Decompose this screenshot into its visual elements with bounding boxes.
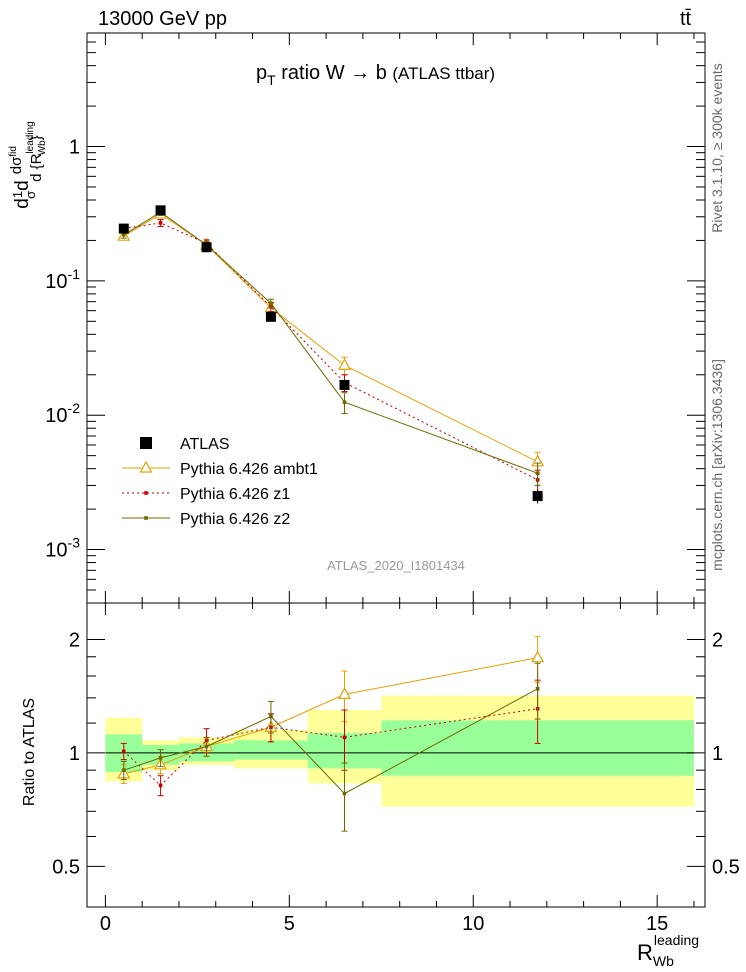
ratio-pythia-6-426-z2-line [123,688,538,795]
ratio-tick-label-right-2: 2 [712,630,723,652]
ratio-pythia-6-426-z1-point-0 [121,749,126,754]
x-axis-label: RWbleading [637,932,699,969]
x-tick-label-15: 15 [646,913,668,935]
main-pythia-6-426-z2-point-4 [342,400,347,404]
x-tick-label-5: 5 [284,913,295,935]
rivet-label-text: Rivet 3.1.10, ≥ 300k events [709,63,725,233]
legend-atlas-label: ATLAS [180,436,230,453]
x-tick-label-0: 0 [100,913,111,935]
ratio-pythia-6-426-ambt1-line [123,657,538,775]
main-y-axis-label-text: d1σddσfid d {RleadingWb} [8,121,48,208]
ratio-tick-label-0.5: 0.5 [52,856,80,878]
ratio-tick-label-1: 1 [69,743,80,765]
ratio-pythia-6-426-z1-point-4 [342,735,347,740]
legend-pythia-6-426-ambt1-label: Pythia 6.426 ambt1 [180,461,318,478]
ratio-pythia-6-426-ambt1-point-4 [337,687,352,700]
ratio-pythia-6-426-z2-point-3 [269,714,273,719]
ratio-pythia-6-426-z2-point-1 [158,756,163,760]
energy-label: 13000 GeV pp [98,8,227,30]
mcplots-label: mcplots.cern.ch [arXiv:1306.3436] [709,359,725,571]
ratio-pythia-6-426-z2-point-5 [535,686,540,691]
main-atlas-point-3 [265,311,276,322]
ratio-tick-label-2: 2 [69,630,80,652]
ratio-pythia-6-426-z2-point-4 [342,791,347,796]
legend-pythia-6-426-ambt1-swatch-marker [139,460,153,473]
legend-pythia-6-426-z2-swatch-marker [144,516,148,520]
main-atlas-point-1 [155,205,166,216]
main-pythia-6-426-z2-point-0 [121,233,126,237]
main-pythia-6-426-z1-point-1 [158,221,163,225]
mcplots-label-text: mcplots.cern.ch [arXiv:1306.3436] [709,359,725,571]
main-pythia-6-426-ambt1-line [123,213,538,463]
y-tick-label--2: 10-2 [45,400,80,427]
main-atlas-point-2 [201,242,212,253]
analysis-label: ATLAS_2020_I1801434 [327,558,465,573]
process-label: tt̄ [680,8,692,30]
main-atlas-point-5 [532,491,543,502]
main-atlas-point-0 [118,223,129,234]
main-pythia-6-426-ambt1-point-4 [337,358,352,370]
ratio-band-green-3 [234,740,308,760]
ratio-panel-frame [86,602,706,908]
ratio-pythia-6-426-ambt1-point-5 [531,650,545,663]
ratio-pythia-6-426-z2-point-2 [204,744,209,749]
ratio-tick-label-right-1: 1 [712,743,723,765]
chart-title: pT ratio W → b (ATLAS ttbar) [256,62,495,88]
ratio-y-axis-label-text: Ratio to ATLAS [21,698,38,806]
x-tick-label-10: 10 [462,913,484,935]
ratio-y-axis-label: Ratio to ATLAS [21,698,38,806]
ratio-pythia-6-426-z1-line [123,708,538,787]
main-pythia-6-426-z2-point-3 [269,301,273,306]
main-atlas-point-4 [339,379,350,390]
y-tick-label--3: 10-3 [45,535,80,562]
main-pythia-6-426-z2-line [123,211,538,474]
ratio-pythia-6-426-z1-point-1 [158,783,163,788]
y-tick-label-1: 1 [69,137,80,159]
main-pythia-6-426-z2-point-5 [535,471,540,476]
rivet-label: Rivet 3.1.10, ≥ 300k events [709,63,725,233]
main-pythia-6-426-z1-line [123,222,538,481]
legend-atlas-swatch [140,437,152,449]
main-y-axis-label: d1σddσfid d {RleadingWb} [8,121,48,208]
legend-pythia-6-426-z2-label: Pythia 6.426 z2 [180,511,290,528]
legend-pythia-6-426-z1-label: Pythia 6.426 z1 [180,486,290,503]
legend-pythia-6-426-z1-swatch-marker [144,491,148,495]
y-tick-label--1: 10-1 [45,266,80,293]
ratio-tick-label-right-0.5: 0.5 [712,856,740,878]
ratio-pythia-6-426-z2-point-0 [121,768,126,772]
